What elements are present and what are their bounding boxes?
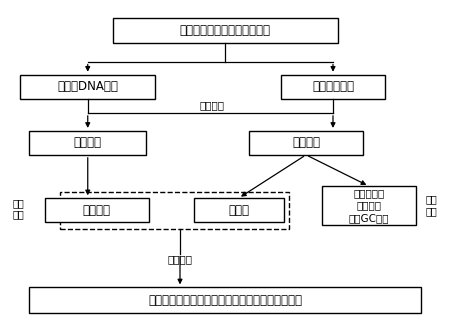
Text: 区分度: 区分度 — [228, 204, 249, 217]
FancyBboxPatch shape — [20, 75, 155, 99]
Text: 适合于所研究微生态体系菌群多样性解析的引物对: 适合于所研究微生态体系菌群多样性解析的引物对 — [148, 294, 302, 307]
Text: 扩增片段: 扩增片段 — [292, 136, 320, 149]
FancyBboxPatch shape — [248, 131, 364, 155]
FancyBboxPatch shape — [29, 287, 421, 313]
Text: 辅助
指标: 辅助 指标 — [425, 195, 437, 216]
Text: 平均差异度
平均长度
平均GC含量: 平均差异度 平均长度 平均GC含量 — [349, 188, 389, 223]
Text: 现有的引物对: 现有的引物对 — [312, 80, 354, 93]
Text: 特定的DNA片段: 特定的DNA片段 — [57, 80, 118, 93]
Text: 靶向位点: 靶向位点 — [74, 136, 102, 149]
Text: 匹配情况: 匹配情况 — [83, 204, 111, 217]
Text: 核心
指标: 核心 指标 — [12, 198, 24, 220]
Text: 序列比对: 序列比对 — [199, 100, 224, 110]
Text: 所研究体系涉及的微生物种属: 所研究体系涉及的微生物种属 — [180, 24, 270, 37]
Text: 综合分析: 综合分析 — [167, 254, 193, 265]
FancyBboxPatch shape — [194, 198, 284, 222]
FancyBboxPatch shape — [281, 75, 385, 99]
FancyBboxPatch shape — [112, 18, 338, 43]
FancyBboxPatch shape — [29, 131, 146, 155]
FancyBboxPatch shape — [45, 198, 148, 222]
FancyBboxPatch shape — [322, 186, 416, 225]
